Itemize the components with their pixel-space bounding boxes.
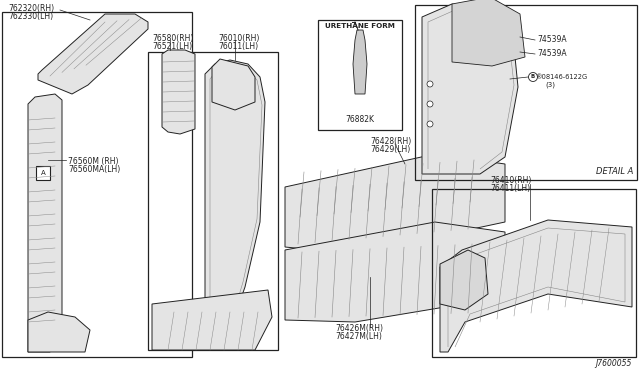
Text: 76410(RH): 76410(RH) bbox=[490, 176, 531, 185]
Text: DETAIL A: DETAIL A bbox=[596, 167, 633, 176]
Circle shape bbox=[427, 81, 433, 87]
Polygon shape bbox=[28, 94, 62, 352]
Polygon shape bbox=[452, 0, 525, 66]
Bar bbox=[2, 12, 192, 357]
Text: 76580(RH): 76580(RH) bbox=[152, 34, 193, 43]
Circle shape bbox=[427, 121, 433, 127]
Text: 76428(RH): 76428(RH) bbox=[370, 137, 412, 146]
Bar bbox=[432, 189, 636, 357]
Polygon shape bbox=[162, 50, 195, 134]
Text: (3): (3) bbox=[545, 82, 555, 88]
Text: B: B bbox=[531, 74, 535, 80]
Text: 76882K: 76882K bbox=[346, 115, 374, 124]
Text: J7600055: J7600055 bbox=[596, 359, 632, 368]
Bar bbox=[36, 166, 50, 180]
Text: 76427M(LH): 76427M(LH) bbox=[335, 332, 382, 341]
Polygon shape bbox=[440, 250, 488, 310]
Polygon shape bbox=[285, 154, 505, 254]
Text: 76411(LH): 76411(LH) bbox=[490, 184, 530, 193]
Text: 76426M(RH): 76426M(RH) bbox=[335, 324, 383, 333]
Polygon shape bbox=[422, 4, 518, 174]
Text: 74539A: 74539A bbox=[537, 35, 566, 45]
Polygon shape bbox=[353, 30, 367, 94]
Polygon shape bbox=[205, 60, 265, 342]
Text: 76560MA(LH): 76560MA(LH) bbox=[68, 165, 120, 174]
Text: 74539A: 74539A bbox=[537, 49, 566, 58]
Bar bbox=[148, 52, 278, 350]
Bar bbox=[415, 5, 637, 180]
Polygon shape bbox=[38, 14, 148, 94]
Polygon shape bbox=[212, 59, 255, 110]
Text: 76429(LH): 76429(LH) bbox=[370, 145, 410, 154]
Polygon shape bbox=[440, 220, 632, 352]
Polygon shape bbox=[152, 290, 272, 350]
Text: 76521(LH): 76521(LH) bbox=[152, 42, 192, 51]
Text: 762320(RH): 762320(RH) bbox=[8, 4, 54, 13]
Bar bbox=[318, 20, 402, 130]
Text: 76010(RH): 76010(RH) bbox=[218, 34, 259, 43]
Text: URETHANE FORM: URETHANE FORM bbox=[325, 23, 395, 29]
Polygon shape bbox=[28, 312, 90, 352]
Text: 762330(LH): 762330(LH) bbox=[8, 12, 53, 21]
Circle shape bbox=[427, 101, 433, 107]
Polygon shape bbox=[285, 222, 505, 322]
Circle shape bbox=[529, 73, 538, 81]
Text: 76011(LH): 76011(LH) bbox=[218, 42, 258, 51]
Text: 76560M (RH): 76560M (RH) bbox=[68, 157, 118, 166]
Text: ®08146-6122G: ®08146-6122G bbox=[535, 74, 587, 80]
Text: A: A bbox=[40, 170, 45, 176]
